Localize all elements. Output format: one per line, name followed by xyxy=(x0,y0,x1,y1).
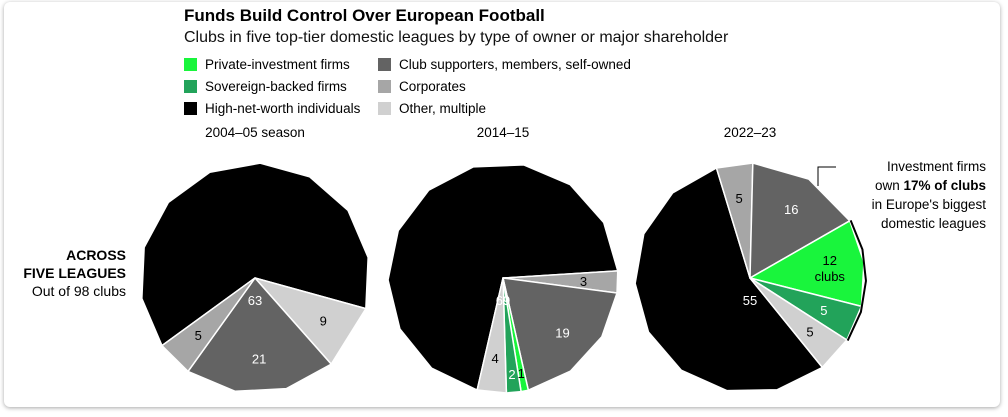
investment-annotation: Investment firms own 17% of clubs in Eur… xyxy=(840,157,986,233)
chart-subtitle: Clubs in five top-tier domestic leagues … xyxy=(184,29,729,46)
legend-swatch xyxy=(184,79,197,93)
annotation-line2-bold: 17% of clubs xyxy=(903,178,986,193)
slice-label: 5 xyxy=(735,191,742,206)
annotation-line1: Investment firms xyxy=(886,159,986,174)
pie-2: 69 3 19 124 xyxy=(387,164,619,394)
legend-label: Other, multiple xyxy=(399,100,487,116)
slice-label: 1 xyxy=(518,366,525,381)
slice-label: 5 xyxy=(820,303,827,318)
pie-slice-other-multiple xyxy=(476,277,508,394)
slice-label: 4 xyxy=(491,351,498,366)
annotation-leader-line xyxy=(817,166,836,186)
legend-item-private-investment: Private-investment firms xyxy=(184,55,350,73)
slice-label: 55 xyxy=(743,293,757,308)
legend-swatch xyxy=(378,101,391,115)
slice-label: 9 xyxy=(320,314,327,329)
slice-label: 63 xyxy=(248,293,262,308)
legend-item-corporates: Corporates xyxy=(378,77,466,95)
pie-title: 2022–23 xyxy=(724,125,777,140)
legend-label: Sovereign-backed firms xyxy=(205,78,347,94)
investment-outline xyxy=(846,219,867,341)
pie-1: 63 9 21 5 xyxy=(141,162,369,393)
slice-label: 16 xyxy=(784,202,798,217)
pie-slice-high-net-worth-individuals xyxy=(634,167,824,392)
annotation-line3: in Europe's biggest xyxy=(871,197,986,212)
legend-item-sovereign-backed: Sovereign-backed firms xyxy=(184,77,347,95)
legend-item-high-net-worth: High-net-worth individuals xyxy=(184,99,360,117)
legend-label: Corporates xyxy=(399,78,466,94)
side-label-line3: Out of 98 clubs xyxy=(31,283,126,299)
legend-item-club-supporters: Club supporters, members, self-owned xyxy=(378,55,631,73)
legend-swatch xyxy=(378,57,391,71)
pie-slice-high-net-worth-individuals xyxy=(141,162,369,347)
pie-title: 2004–05 season xyxy=(205,125,305,140)
slice-label: 5 xyxy=(806,325,813,340)
slice-label: 3 xyxy=(580,274,587,289)
slice-label: 12 xyxy=(823,253,837,268)
pie-slice-corporates xyxy=(161,277,256,373)
side-label: ACROSS FIVE LEAGUES Out of 98 clubs xyxy=(0,246,126,300)
legend-swatch xyxy=(184,101,197,115)
slice-label: 19 xyxy=(555,325,569,340)
side-label-line1: ACROSS xyxy=(66,247,126,263)
legend-swatch xyxy=(378,79,391,93)
pie-title: 2014–15 xyxy=(477,125,530,140)
pie-slice-other-multiple xyxy=(749,277,848,369)
side-label-line2: FIVE LEAGUES xyxy=(23,265,126,281)
slice-label: 69 xyxy=(496,293,510,308)
legend-label: Club supporters, members, self-owned xyxy=(399,56,631,72)
legend-item-other-multiple: Other, multiple xyxy=(378,99,486,117)
annotation-line2: own 17% of clubs xyxy=(840,176,986,195)
legend-label: Private-investment firms xyxy=(205,56,350,72)
slice-sublabel: clubs xyxy=(815,269,846,284)
legend-swatch xyxy=(184,57,197,71)
slice-label: 5 xyxy=(195,328,202,343)
slice-label: 21 xyxy=(252,351,266,366)
legend-label: High-net-worth individuals xyxy=(205,100,361,116)
chart-title: Funds Build Control Over European Footba… xyxy=(184,6,545,25)
annotation-line2-pre: own xyxy=(874,178,904,193)
slice-label: 2 xyxy=(508,367,515,382)
annotation-line4: domestic leagues xyxy=(880,216,986,231)
